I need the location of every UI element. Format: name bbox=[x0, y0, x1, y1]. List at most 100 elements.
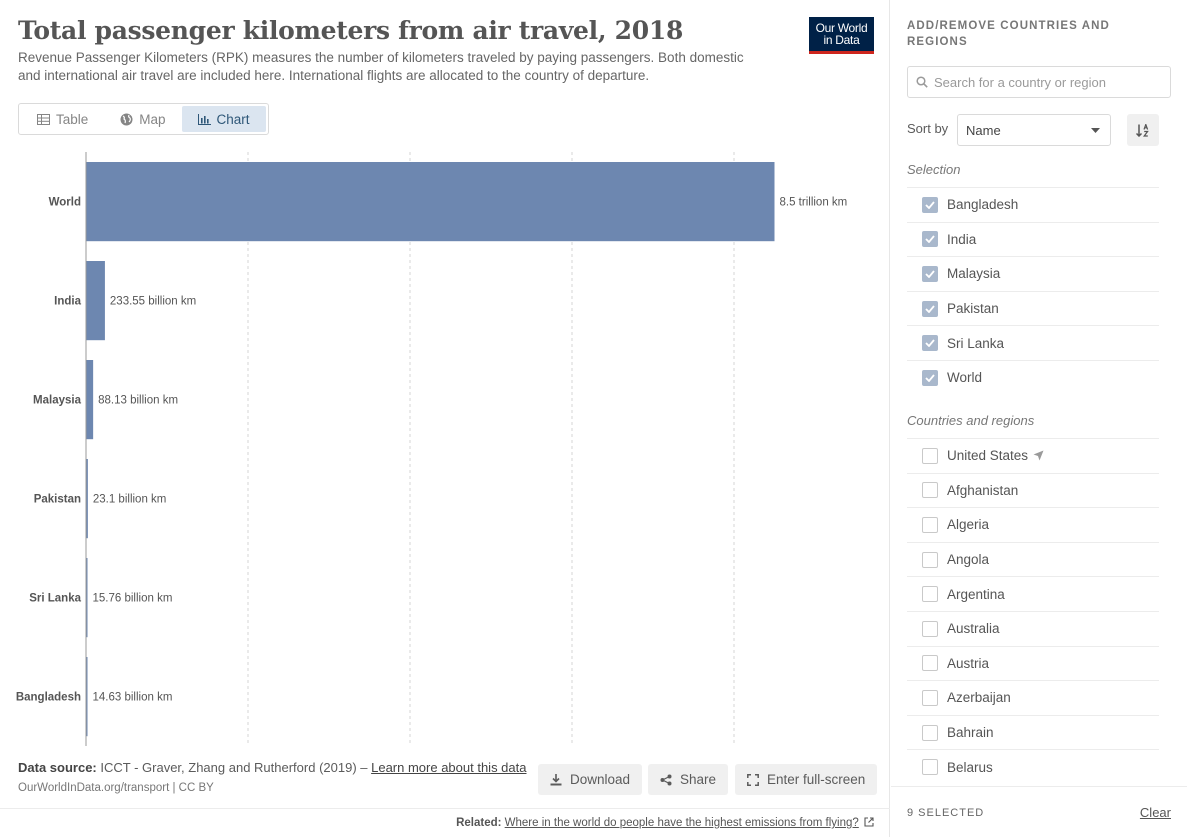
value-label-india: 233.55 billion km bbox=[110, 296, 196, 308]
bar-pakistan[interactable] bbox=[86, 459, 88, 539]
value-label-pakistan: 23.1 billion km bbox=[93, 494, 167, 506]
entity-checkbox[interactable] bbox=[922, 482, 938, 499]
entity-checkbox[interactable] bbox=[922, 551, 938, 568]
entity-checkbox[interactable] bbox=[922, 335, 938, 352]
entity-row-algeria[interactable]: Algeria bbox=[907, 507, 1159, 542]
bar-world[interactable] bbox=[86, 162, 775, 242]
entity-checkbox[interactable] bbox=[922, 369, 938, 386]
entity-checkbox[interactable] bbox=[922, 689, 938, 706]
entity-row-united-states[interactable]: United States bbox=[907, 438, 1159, 473]
owid-logo[interactable]: Our World in Data bbox=[809, 17, 874, 54]
page-title: Total passenger kilometers from air trav… bbox=[18, 16, 684, 45]
check-icon bbox=[925, 201, 935, 209]
entity-label: Austria bbox=[947, 655, 990, 671]
entity-label: Bangladesh bbox=[947, 197, 1019, 213]
related-link[interactable]: Where in the world do people have the hi… bbox=[504, 817, 859, 829]
search-input[interactable] bbox=[934, 74, 1164, 90]
entity-row-malaysia[interactable]: Malaysia bbox=[907, 256, 1159, 291]
fullscreen-button[interactable]: Enter full-screen bbox=[735, 764, 878, 795]
related-label: Related: bbox=[456, 817, 502, 829]
entity-row-world[interactable]: World bbox=[907, 359, 1159, 395]
bar-india[interactable] bbox=[86, 261, 105, 341]
entity-checkbox[interactable] bbox=[922, 655, 938, 672]
selection-label: Selection bbox=[907, 162, 961, 177]
tab-chart[interactable]: Chart bbox=[181, 106, 266, 132]
category-label-sri-lanka: Sri Lanka bbox=[29, 593, 81, 605]
check-icon bbox=[925, 235, 935, 244]
entity-label: Argentina bbox=[947, 586, 1005, 602]
entity-checkbox[interactable] bbox=[922, 231, 938, 248]
entity-label: Sri Lanka bbox=[947, 335, 1005, 351]
entity-row-pakistan[interactable]: Pakistan bbox=[907, 290, 1159, 326]
entity-checkbox[interactable] bbox=[922, 516, 938, 533]
chart-svg: World 8.5 trillion km India 233.55 billion … bbox=[16, 152, 848, 746]
entity-row-azerbaijan[interactable]: Azerbaijan bbox=[907, 680, 1159, 715]
bar-sri-lanka[interactable] bbox=[86, 558, 88, 638]
logo-line-2: in Data bbox=[823, 33, 860, 47]
fullscreen-label: Enter full-screen bbox=[767, 772, 866, 787]
entity-row-india[interactable]: India bbox=[907, 221, 1159, 257]
download-button[interactable]: Download bbox=[538, 764, 643, 795]
download-icon bbox=[550, 773, 562, 785]
footer-url: OurWorldInData.org/transport | CC BY bbox=[18, 782, 214, 794]
clear-button[interactable]: Clear bbox=[1139, 805, 1171, 820]
tab-table[interactable]: Table bbox=[21, 106, 104, 132]
entity-row-angola[interactable]: Angola bbox=[907, 541, 1159, 577]
entity-label: World bbox=[947, 370, 983, 386]
sort-value: Name bbox=[966, 122, 1001, 138]
category-label-world: World bbox=[49, 197, 81, 209]
entity-checkbox[interactable] bbox=[922, 759, 938, 776]
entity-label: Malaysia bbox=[947, 266, 1001, 282]
entity-label: Afghanistan bbox=[947, 482, 1019, 498]
category-label-pakistan: Pakistan bbox=[34, 494, 81, 506]
entity-checkbox[interactable] bbox=[922, 724, 938, 741]
entity-row-bahrain[interactable]: Bahrain bbox=[907, 714, 1159, 750]
entity-row-belarus[interactable]: Belarus bbox=[907, 749, 1159, 784]
bar-malaysia[interactable] bbox=[86, 360, 94, 440]
sort-select[interactable]: Name bbox=[957, 114, 1111, 146]
tab-table-label: Table bbox=[56, 111, 89, 127]
learn-more-link[interactable]: Learn more about this data bbox=[371, 760, 527, 775]
related-bar: Related: Where in the world do people ha… bbox=[0, 808, 890, 837]
selected-count: 9 SELECTED bbox=[907, 807, 985, 819]
entity-label: Algeria bbox=[947, 517, 990, 533]
entity-label: Angola bbox=[947, 552, 990, 568]
download-label: Download bbox=[570, 772, 631, 787]
bar-bangladesh[interactable] bbox=[86, 657, 88, 737]
entity-checkbox[interactable] bbox=[922, 300, 938, 317]
entity-label: Belarus bbox=[947, 759, 993, 775]
entity-row-bangladesh[interactable]: Bangladesh bbox=[907, 187, 1159, 222]
entity-row-sri-lanka[interactable]: Sri Lanka bbox=[907, 325, 1159, 360]
caret-down-icon bbox=[1091, 127, 1100, 133]
entity-row-australia[interactable]: Australia bbox=[907, 610, 1159, 646]
check-icon bbox=[925, 305, 935, 313]
fullscreen-icon bbox=[747, 773, 759, 786]
logo-line-1: Our World bbox=[815, 21, 868, 35]
entity-row-afghanistan[interactable]: Afghanistan bbox=[907, 472, 1159, 508]
sort-order-button[interactable] bbox=[1127, 114, 1159, 146]
tab-map-label: Map bbox=[139, 111, 166, 127]
entity-checkbox[interactable] bbox=[922, 586, 938, 603]
value-label-world: 8.5 trillion km bbox=[780, 197, 848, 209]
entity-label: Azerbaijan bbox=[947, 690, 1011, 706]
external-link-icon bbox=[864, 817, 874, 827]
entity-label: Bahrain bbox=[947, 725, 994, 741]
entity-checkbox[interactable] bbox=[922, 196, 938, 213]
share-button[interactable]: Share bbox=[648, 764, 729, 795]
entity-row-argentina[interactable]: Argentina bbox=[907, 576, 1159, 611]
table-icon bbox=[37, 113, 50, 125]
check-icon bbox=[925, 374, 935, 382]
sort-alpha-icon bbox=[1136, 123, 1149, 137]
entity-row-austria[interactable]: Austria bbox=[907, 645, 1159, 681]
view-tabs: Table Map Chart bbox=[18, 103, 269, 135]
entity-checkbox[interactable] bbox=[922, 447, 938, 464]
entity-checkbox[interactable] bbox=[922, 265, 938, 282]
check-icon bbox=[925, 339, 935, 348]
sort-label: Sort by bbox=[907, 121, 949, 136]
sidebar-footer: 9 SELECTED Clear bbox=[891, 786, 1187, 837]
tab-map[interactable]: Map bbox=[104, 106, 181, 132]
entity-checkbox[interactable] bbox=[922, 620, 938, 637]
countries-list: United States Afghanistan Algeria Angola Arg… bbox=[907, 438, 1159, 784]
search-icon bbox=[916, 76, 928, 88]
data-source-text: ICCT - Graver, Zhang and Rutherford (201… bbox=[100, 760, 368, 775]
